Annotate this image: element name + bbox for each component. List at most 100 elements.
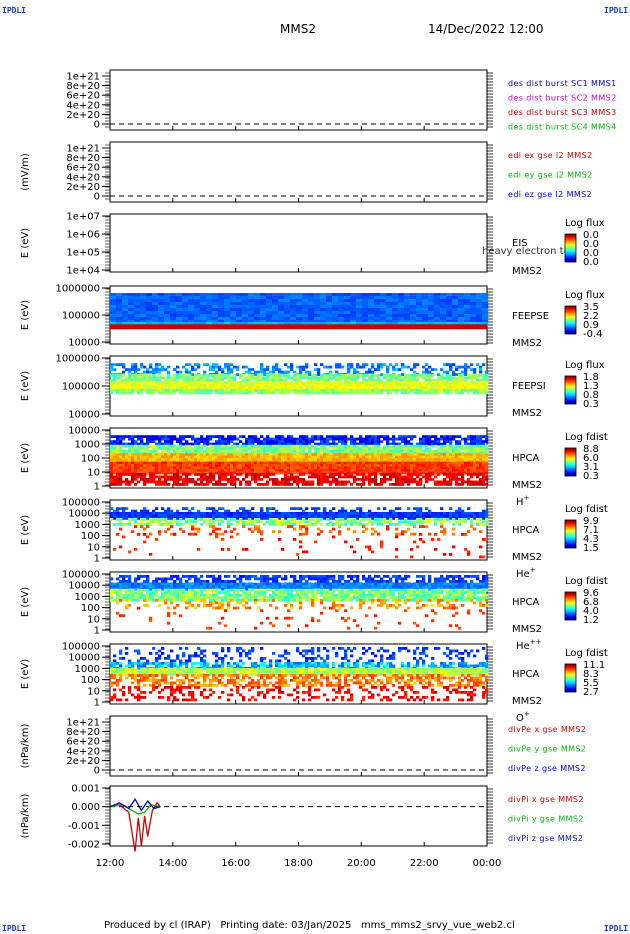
corner-mark-bottom-right: IPDLI	[604, 924, 629, 933]
legend-entry: des dist burst SC4 MMS4	[508, 123, 617, 132]
colorbar-tick-label: 8.8	[583, 444, 599, 455]
y-tick-label: 10000	[68, 653, 100, 664]
y-tick-label: 1e+04	[66, 266, 100, 277]
y-tick-label: 10000	[68, 581, 100, 592]
y-tick-label: 1e+21	[66, 72, 100, 83]
y-tick-label: 100000	[62, 311, 100, 322]
colorbar	[564, 447, 577, 477]
spectrogram	[110, 507, 489, 559]
y-tick-label: 100000	[62, 498, 100, 509]
panel-4: 1000000 100000 10000 E (eV) FEEPSE MMS2 Log fl…	[20, 284, 605, 350]
spacecraft-label: MMS2	[512, 338, 542, 349]
y-tick-label: 1000	[75, 440, 100, 451]
y-tick-label: 100000	[62, 642, 100, 653]
colorbar-tick-label: 1.3	[583, 381, 599, 392]
colorbar-tick-label: 5.5	[583, 678, 599, 689]
spacecraft-label: MMS2	[512, 266, 542, 277]
y-tick-label: 100000	[62, 570, 100, 581]
species-charge: +	[524, 710, 530, 718]
colorbar-title: Log fdist	[565, 432, 608, 443]
colorbar	[564, 519, 577, 549]
spacecraft-label: MMS2	[512, 408, 542, 419]
page-date: 14/Dec/2022 12:00	[428, 22, 544, 36]
colorbar-tick-label: 0.0	[583, 257, 599, 268]
x-tick-label: 14:00	[158, 858, 187, 869]
colorbar-tick-label: 0.0	[583, 230, 599, 241]
y-tick-label: 1e+21	[66, 144, 100, 155]
instrument-extra-label: heavy electron to	[482, 246, 570, 257]
x-tick-label: 18:00	[284, 858, 313, 869]
colorbar-tick-label: 0.8	[583, 390, 599, 401]
y-axis-label: (mV/m)	[20, 153, 31, 191]
colorbar-tick-label: 6.8	[583, 597, 599, 608]
y-tick-label: 0	[94, 192, 100, 203]
y-axis-label: E (eV)	[20, 659, 31, 689]
x-tick-label: 00:00	[473, 858, 502, 869]
colorbar-tick-label: 6.0	[583, 453, 599, 464]
y-tick-label: 10	[87, 614, 100, 625]
colorbar-tick-label: 3.1	[583, 462, 599, 473]
y-axis-label: E (eV)	[20, 371, 31, 401]
panel-5: 1000000 100000 10000 E (eV) FEEPSI MMS2 Log fl…	[20, 354, 605, 421]
y-tick-label: 10	[87, 468, 100, 479]
spectrogram	[110, 435, 489, 486]
spacecraft-label: MMS2	[512, 480, 542, 491]
y-tick-label: 1e+21	[66, 718, 100, 729]
series-line	[109, 801, 161, 852]
y-tick-label: 100	[81, 675, 100, 686]
colorbar-tick-label: 7.1	[583, 525, 599, 536]
colorbar-tick-label: 2.2	[583, 311, 599, 322]
y-tick-label: 100	[81, 531, 100, 542]
panel-frame	[109, 69, 488, 131]
page-footer: Produced by cl (IRAP) Printing date: 03/…	[104, 920, 515, 931]
spectrogram	[110, 363, 489, 395]
x-tick-label: 12:00	[96, 858, 125, 869]
legend-entry: divPe y gse MMS2	[508, 745, 586, 754]
colorbar-tick-label: 3.5	[583, 302, 599, 313]
corner-mark-top-left: IPDLI	[2, 6, 27, 15]
spectrogram	[110, 647, 489, 702]
colorbar-tick-label: 11.1	[583, 660, 605, 671]
y-tick-label: 1	[94, 698, 100, 709]
colorbar-tick-label: 0.3	[583, 471, 599, 482]
y-tick-label: 10000	[68, 426, 100, 437]
x-tick-label: 22:00	[410, 858, 439, 869]
y-tick-label: 1000	[75, 664, 100, 675]
y-tick-label: 1000	[75, 520, 100, 531]
instrument-label: HPCA	[512, 669, 540, 680]
y-tick-label: 0	[94, 120, 100, 131]
page-title: MMS2	[280, 22, 316, 36]
y-tick-label: 8e+20	[66, 153, 100, 164]
y-axis-label: E (eV)	[20, 515, 31, 545]
colorbar	[564, 591, 577, 621]
y-tick-label: 100	[81, 454, 100, 465]
colorbar-title: Log fdist	[565, 504, 608, 515]
legend-entry: des dist burst SC2 MMS2	[508, 94, 617, 103]
y-tick-label: 100000	[62, 382, 100, 393]
colorbar-title: Log fdist	[565, 648, 608, 659]
y-tick-label: 1	[94, 554, 100, 565]
colorbar-tick-label: 9.9	[583, 516, 599, 527]
colorbar-title: Log fdist	[565, 576, 608, 587]
instrument-label: HPCA	[512, 597, 540, 608]
species-charge: ++	[530, 638, 542, 646]
corner-mark-top-right: IPDLI	[604, 6, 629, 15]
x-tick-label: 16:00	[221, 858, 250, 869]
instrument-label: HPCA	[512, 525, 540, 536]
colorbar-tick-label: 0.3	[583, 399, 599, 410]
species-label: H+	[516, 494, 530, 508]
panel-frame	[109, 141, 488, 203]
legend-entry: divPe x gse MMS2	[508, 725, 586, 734]
legend-entry: divPi x gse MMS2	[508, 795, 584, 804]
panel-frame	[109, 213, 488, 273]
legend-entry: edi ez gse l2 MMS2	[508, 190, 592, 199]
y-tick-label: 0.000	[71, 802, 100, 813]
colorbar-tick-label: 4.0	[583, 606, 599, 617]
species-label: He++	[516, 638, 542, 652]
